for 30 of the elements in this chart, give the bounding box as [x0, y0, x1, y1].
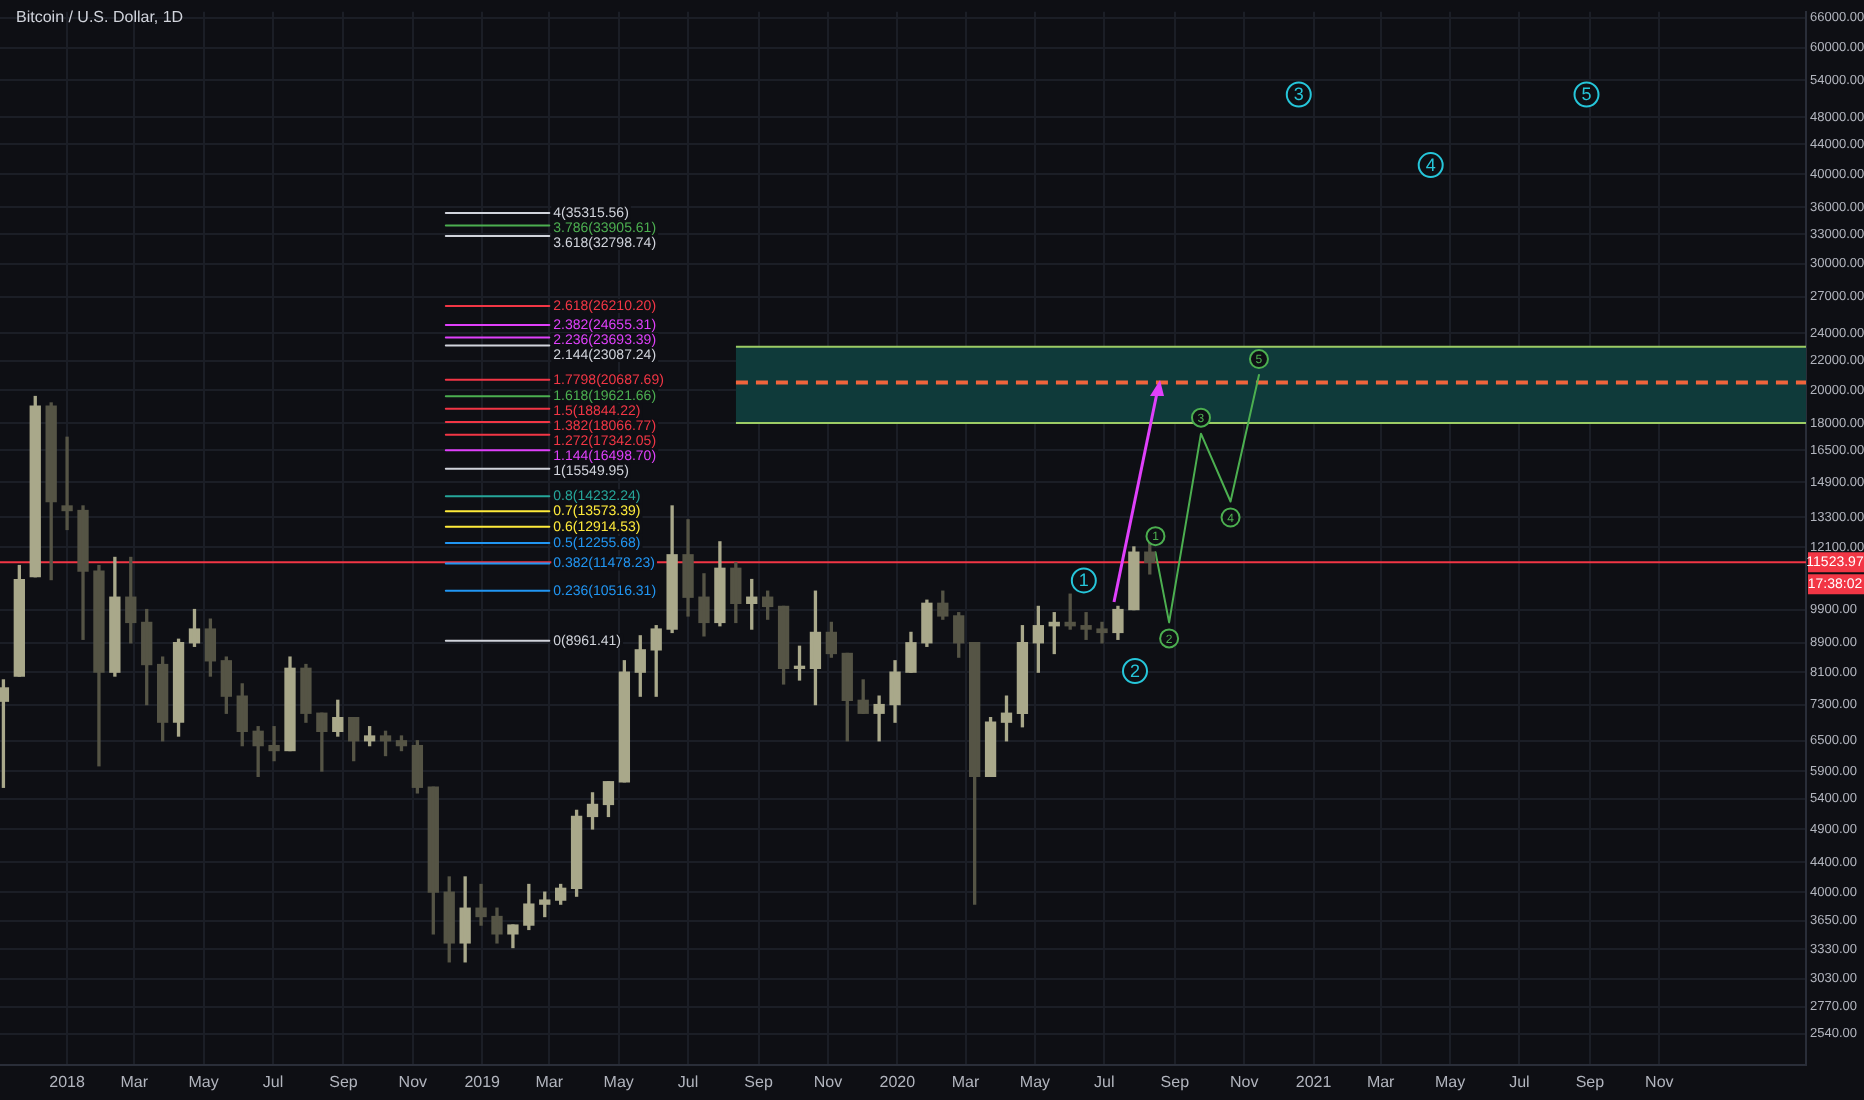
x-tick-label: 2019 [464, 1072, 502, 1091]
x-tick-label: Sep [1575, 1072, 1606, 1091]
x-tick-label: Jul [262, 1072, 284, 1091]
x-tick-label: 2021 [1295, 1072, 1333, 1091]
x-tick-label: Sep [329, 1072, 359, 1091]
x-tick-label: Mar [951, 1072, 980, 1091]
annotation: 1 [1078, 570, 1089, 591]
x-tick-label: Nov [1229, 1072, 1259, 1091]
x-tick-label: Sep [744, 1072, 774, 1091]
x-tick-label: Nov [813, 1072, 843, 1091]
annotation: 3 [1293, 84, 1304, 105]
x-tick-label: 2018 [49, 1072, 86, 1091]
x-tick-label: Mar [535, 1072, 564, 1091]
x-tick-label: Nov [398, 1072, 428, 1091]
x-tick-label: Mar [1366, 1072, 1396, 1091]
annotation: 4 [1425, 155, 1436, 176]
x-tick-label: May [1434, 1072, 1466, 1091]
x-tick-label: 2020 [879, 1072, 917, 1091]
x-tick-label: Mar [120, 1072, 149, 1091]
x-tick-label: Jul [1094, 1072, 1115, 1091]
x-tick-label: Sep [1160, 1072, 1191, 1091]
x-tick-label: Jul [677, 1072, 699, 1091]
x-tick-label: May [1019, 1072, 1051, 1091]
annotation: 5 [1581, 84, 1592, 105]
x-tick-label: Nov [1645, 1072, 1674, 1091]
annotation: 2 [1129, 660, 1141, 681]
chart-title: Bitcoin / U.S. Dollar, 1D [16, 8, 184, 27]
x-tick-label: May [603, 1072, 634, 1091]
x-tick-label: Jul [1509, 1072, 1531, 1091]
x-tick-label: May [188, 1072, 219, 1091]
